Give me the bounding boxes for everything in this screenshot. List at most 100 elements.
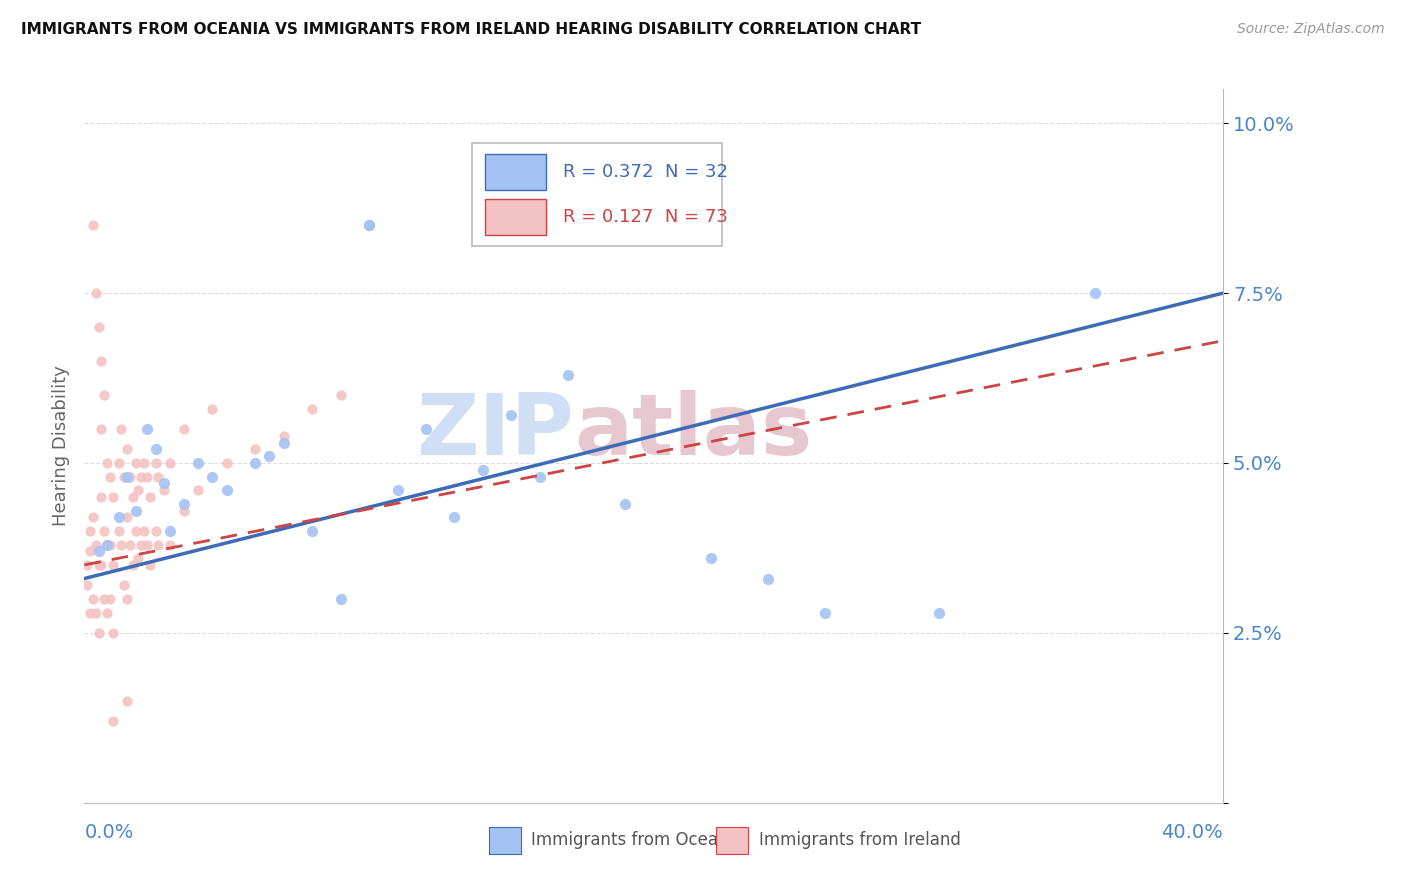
Point [153, 483, 176, 498]
Point [136, 422, 159, 436]
Point [76, 578, 98, 592]
Point [273, 429, 295, 443]
Point [87, 544, 110, 558]
Point [145, 524, 167, 538]
Point [814, 606, 837, 620]
Point [131, 469, 153, 483]
Point [153, 476, 176, 491]
Point [329, 591, 352, 606]
Point [118, 469, 141, 483]
FancyBboxPatch shape [471, 143, 723, 246]
Point [529, 469, 551, 483]
Point [121, 490, 143, 504]
Point [245, 442, 267, 457]
Point [79, 606, 101, 620]
Point [472, 463, 495, 477]
Point [1084, 286, 1107, 301]
Point [79, 524, 101, 538]
Point [148, 537, 170, 551]
Bar [485, 153, 546, 189]
Point [115, 442, 138, 457]
Point [614, 497, 637, 511]
Point [101, 626, 124, 640]
Point [90, 490, 112, 504]
Point [121, 558, 143, 572]
Point [215, 456, 238, 470]
Point [93, 591, 115, 606]
Point [127, 551, 149, 566]
Text: ZIP: ZIP [416, 390, 574, 474]
Point [101, 558, 124, 572]
Point [136, 469, 159, 483]
Point [148, 469, 170, 483]
Point [110, 537, 132, 551]
Point [301, 524, 323, 538]
Point [329, 388, 352, 402]
Point [82, 591, 104, 606]
Point [112, 578, 135, 592]
Point [415, 422, 437, 436]
Point [84, 286, 107, 301]
Point [136, 537, 159, 551]
Point [501, 409, 523, 423]
Point [245, 456, 267, 470]
Point [557, 218, 579, 232]
Point [84, 606, 107, 620]
Point [90, 422, 112, 436]
Point [107, 524, 129, 538]
Y-axis label: Hearing Disability: Hearing Disability [52, 366, 70, 526]
Point [201, 469, 224, 483]
Point [84, 537, 107, 551]
Point [273, 435, 295, 450]
Point [928, 606, 950, 620]
Point [82, 510, 104, 524]
Point [215, 483, 238, 498]
Point [134, 524, 156, 538]
Point [87, 626, 110, 640]
Point [187, 483, 209, 498]
Point [187, 456, 209, 470]
Point [259, 449, 281, 463]
Point [101, 490, 124, 504]
Point [98, 469, 121, 483]
Point [93, 388, 115, 402]
Text: 40.0%: 40.0% [1161, 822, 1223, 842]
Point [134, 456, 156, 470]
Point [756, 572, 779, 586]
Point [96, 537, 118, 551]
Point [115, 469, 138, 483]
Bar [489, 827, 520, 855]
Text: IMMIGRANTS FROM OCEANIA VS IMMIGRANTS FROM IRELAND HEARING DISABILITY CORRELATIO: IMMIGRANTS FROM OCEANIA VS IMMIGRANTS FR… [21, 22, 921, 37]
Point [93, 524, 115, 538]
Point [173, 422, 195, 436]
Point [96, 606, 118, 620]
Point [96, 456, 118, 470]
Point [98, 537, 121, 551]
Point [90, 558, 112, 572]
Point [82, 218, 104, 232]
Point [90, 354, 112, 368]
Point [87, 320, 110, 334]
Point [145, 442, 167, 457]
Point [145, 456, 167, 470]
Text: atlas: atlas [574, 390, 813, 474]
Point [124, 524, 146, 538]
Text: 0.0%: 0.0% [84, 822, 134, 842]
Point [107, 456, 129, 470]
Point [443, 510, 465, 524]
Bar [717, 827, 748, 855]
Point [87, 558, 110, 572]
Point [700, 551, 723, 566]
Point [124, 503, 146, 517]
Point [359, 218, 381, 232]
Point [118, 537, 141, 551]
Text: Source: ZipAtlas.com: Source: ZipAtlas.com [1237, 22, 1385, 37]
Point [76, 558, 98, 572]
Point [201, 401, 224, 416]
Point [139, 490, 162, 504]
Point [96, 537, 118, 551]
Point [173, 497, 195, 511]
Point [159, 524, 181, 538]
Point [115, 591, 138, 606]
Text: R = 0.372  N = 32: R = 0.372 N = 32 [562, 162, 728, 181]
